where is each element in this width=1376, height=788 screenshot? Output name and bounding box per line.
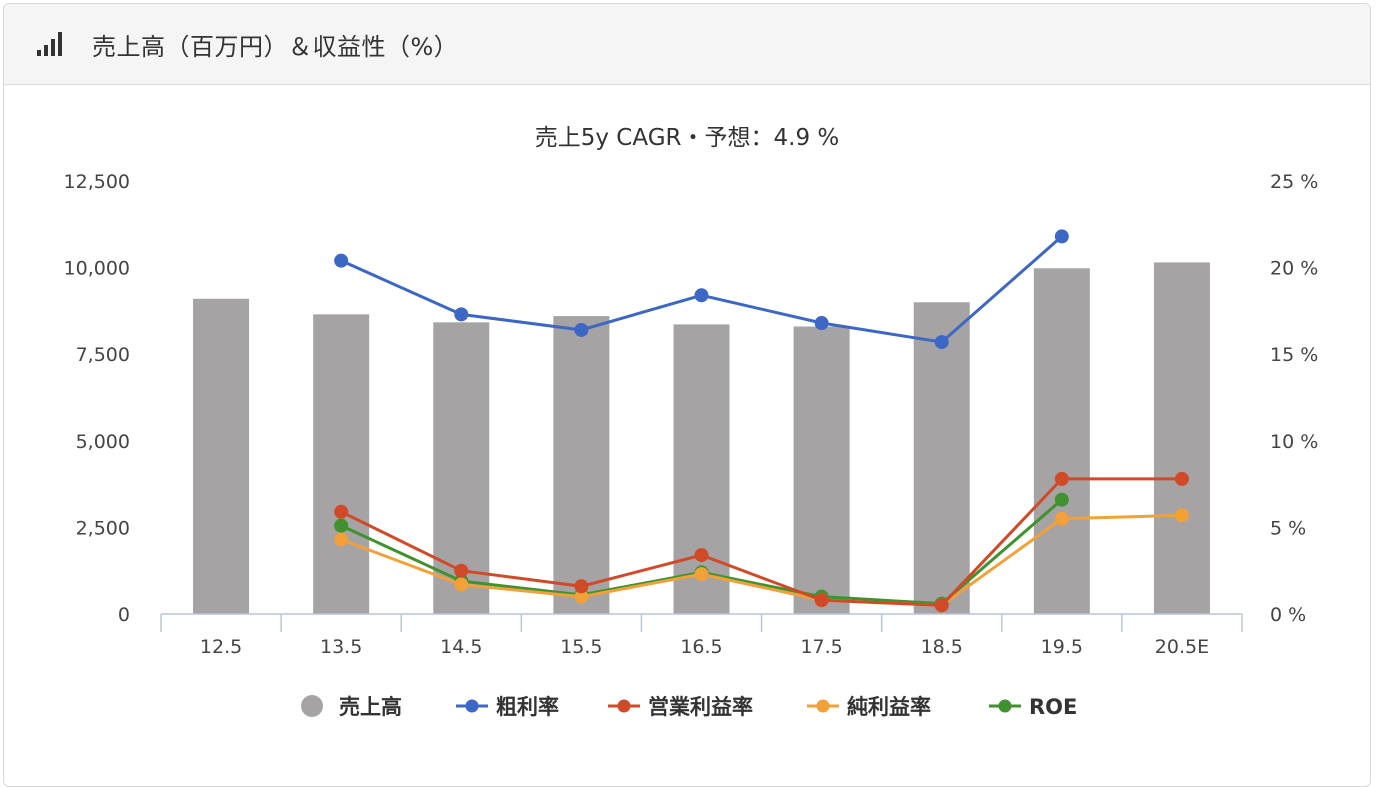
- left-axis-tick-label: 0: [118, 604, 130, 626]
- legend-marker: [816, 699, 830, 713]
- x-axis-tick-label: 13.5: [320, 636, 362, 658]
- data-point: [1054, 492, 1069, 507]
- data-point: [934, 598, 949, 613]
- legend: 売上高 粗利率 営業利益率 純利益率 ROE: [301, 695, 1077, 719]
- data-point: [334, 518, 349, 533]
- panel-header: 売上高（百万円）＆収益性（%）: [4, 4, 1370, 85]
- line-series-group: [334, 229, 1069, 350]
- data-point: [1174, 471, 1189, 486]
- legend-item[interactable]: ROE: [989, 695, 1077, 719]
- data-point: [694, 288, 709, 303]
- legend-marker: [465, 699, 479, 713]
- data-point: [454, 563, 469, 578]
- x-axis-tick-label: 17.5: [800, 636, 842, 658]
- data-point: [1054, 471, 1069, 486]
- left-axis-tick-label: 10,000: [64, 258, 130, 280]
- legend-item[interactable]: 粗利率: [456, 695, 559, 719]
- left-axis: 0 2,500 5,000 7,500 10,000 12,500: [64, 171, 130, 626]
- data-point: [334, 253, 349, 268]
- data-point: [574, 322, 589, 337]
- right-axis-tick-label: 10 %: [1270, 431, 1318, 453]
- series-line: [340, 477, 1182, 607]
- x-axis-tick-label: 20.5E: [1155, 636, 1209, 658]
- legend-marker: [617, 699, 631, 713]
- bar: [193, 298, 250, 614]
- x-axis-tick-label: 15.5: [560, 636, 602, 658]
- x-axis-tick-label: 19.5: [1041, 636, 1083, 658]
- bar: [313, 314, 370, 614]
- right-axis-tick-label: 25 %: [1270, 171, 1318, 193]
- x-axis-tick-label: 18.5: [921, 636, 963, 658]
- bar: [793, 326, 850, 614]
- data-point: [814, 316, 829, 331]
- data-point: [934, 335, 949, 350]
- right-axis: 0 % 5 % 10 % 15 % 20 % 25 %: [1270, 171, 1318, 626]
- legend-item[interactable]: 営業利益率: [608, 695, 753, 719]
- chart-subtitle: 売上5y CAGR・予想：4.9 %: [535, 125, 840, 151]
- bar: [913, 302, 970, 614]
- data-point: [454, 577, 469, 592]
- line-series: [334, 229, 1189, 613]
- legend-marker: [301, 695, 323, 717]
- line-series-group: [334, 471, 1189, 613]
- data-point: [574, 579, 589, 594]
- left-axis-tick-label: 5,000: [76, 431, 130, 453]
- left-axis-tick-label: 7,500: [76, 344, 130, 366]
- data-point: [814, 593, 829, 608]
- series-line: [340, 513, 1182, 607]
- bar: [1153, 262, 1210, 614]
- panel-title: 売上高（百万円）＆収益性（%）: [92, 32, 459, 61]
- right-axis-tick-label: 0 %: [1270, 604, 1306, 626]
- x-axis: 12.5 13.5 14.5 15.5 16.5 17.5 18.5 19.5 20.5E: [160, 613, 1243, 658]
- x-axis-tick-label: 12.5: [200, 636, 242, 658]
- legend-marker: [998, 699, 1012, 713]
- data-point: [1054, 511, 1069, 526]
- legend-label: 粗利率: [496, 695, 559, 719]
- data-point: [1174, 508, 1189, 523]
- left-axis-tick-label: 12,500: [64, 171, 130, 193]
- chart-panel: 売上高（百万円）＆収益性（%） 売上5y CAGR・予想：4.9 % 0 2,50…: [3, 3, 1371, 787]
- legend-item[interactable]: 売上高: [301, 695, 402, 719]
- bar: [553, 316, 610, 614]
- chart-area: 売上5y CAGR・予想：4.9 % 0 2,500 5,000 7,500 10,00…: [4, 85, 1370, 785]
- right-axis-tick-label: 5 %: [1270, 517, 1306, 539]
- legend-label: 営業利益率: [648, 695, 753, 719]
- data-point: [334, 504, 349, 519]
- data-point: [1054, 229, 1069, 244]
- x-axis-tick-label: 16.5: [680, 636, 722, 658]
- right-axis-tick-label: 15 %: [1270, 344, 1318, 366]
- x-axis-tick-label: 14.5: [440, 636, 482, 658]
- bar: [1033, 268, 1090, 614]
- data-point: [334, 532, 349, 547]
- data-point: [694, 548, 709, 563]
- legend-label: ROE: [1029, 695, 1077, 719]
- left-axis-tick-label: 2,500: [76, 517, 130, 539]
- data-point: [454, 307, 469, 322]
- legend-label: 売上高: [339, 695, 402, 719]
- legend-item[interactable]: 純利益率: [807, 695, 931, 719]
- right-axis-tick-label: 20 %: [1270, 258, 1318, 280]
- bar-signal-icon: [36, 29, 66, 59]
- legend-label: 純利益率: [847, 695, 931, 719]
- data-point: [574, 589, 589, 604]
- combo-chart: 売上5y CAGR・予想：4.9 % 0 2,500 5,000 7,500 10,00…: [64, 125, 1319, 719]
- data-point: [694, 567, 709, 582]
